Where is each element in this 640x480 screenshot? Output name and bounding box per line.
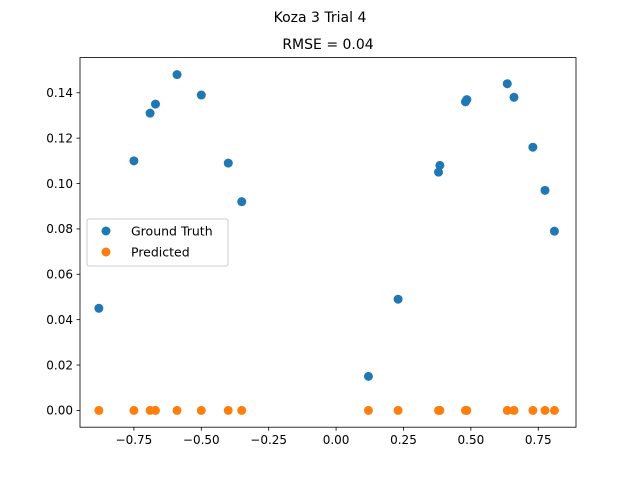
ground-truth-point xyxy=(540,185,550,195)
predicted-point xyxy=(237,405,247,415)
predicted-point xyxy=(129,405,139,415)
axis-ticks: −0.75 −0.50 −0.25 0.00 0.25 0.50 0.75 0.00 0.02 0… xyxy=(46,86,551,447)
legend-label-predicted: Predicted xyxy=(131,245,190,260)
legend-label-ground-truth: Ground Truth xyxy=(131,224,213,239)
ground-truth-point xyxy=(549,226,559,236)
x-tick-label: 0.25 xyxy=(390,433,417,447)
predicted-point xyxy=(172,405,182,415)
x-tick-label: −0.75 xyxy=(116,433,153,447)
data-points xyxy=(94,70,559,415)
ground-truth-point xyxy=(462,95,472,105)
x-tick-label: 0.50 xyxy=(458,433,485,447)
ground-truth-point xyxy=(502,79,512,89)
y-tick-label: 0.10 xyxy=(46,177,73,191)
y-tick-label: 0.00 xyxy=(46,404,73,418)
ground-truth-point xyxy=(393,294,403,304)
predicted-point xyxy=(435,405,445,415)
ground-truth-point xyxy=(145,108,155,118)
predicted-point xyxy=(94,405,104,415)
predicted-point xyxy=(196,405,206,415)
y-tick-label: 0.12 xyxy=(46,131,73,145)
y-tick-label: 0.02 xyxy=(46,358,73,372)
legend-marker-ground-truth xyxy=(101,226,111,236)
predicted-point xyxy=(528,405,538,415)
ground-truth-point xyxy=(172,70,182,80)
predicted-point xyxy=(509,405,519,415)
x-tick-label: −0.25 xyxy=(250,433,287,447)
x-tick-label: 0.00 xyxy=(323,433,350,447)
ground-truth-point xyxy=(363,371,373,381)
ground-truth-point xyxy=(94,303,104,313)
predicted-point xyxy=(462,405,472,415)
y-tick-label: 0.14 xyxy=(46,86,73,100)
axes-title: RMSE = 0.04 xyxy=(282,37,373,53)
x-tick-label: 0.75 xyxy=(525,433,552,447)
predicted-point xyxy=(223,405,233,415)
predicted-point xyxy=(393,405,403,415)
ground-truth-point xyxy=(196,90,206,100)
ground-truth-point xyxy=(150,99,160,109)
legend: Ground Truth Predicted xyxy=(86,218,229,267)
predicted-point xyxy=(549,405,559,415)
figure-suptitle: Koza 3 Trial 4 xyxy=(274,10,367,26)
ground-truth-point xyxy=(237,197,247,207)
predicted-point xyxy=(363,405,373,415)
ground-truth-point xyxy=(434,167,444,177)
ground-truth-point xyxy=(528,142,538,152)
y-tick-label: 0.06 xyxy=(46,268,73,282)
ground-truth-point xyxy=(509,92,519,102)
ground-truth-point xyxy=(223,158,233,168)
legend-marker-predicted xyxy=(101,247,111,257)
ground-truth-point xyxy=(435,160,445,170)
predicted-point xyxy=(150,405,160,415)
x-tick-label: −0.50 xyxy=(183,433,220,447)
predicted-point xyxy=(540,405,550,415)
plot-frame xyxy=(79,57,577,428)
predicted-point xyxy=(502,405,512,415)
y-tick-label: 0.08 xyxy=(46,222,73,236)
ground-truth-point xyxy=(129,156,139,166)
legend-box xyxy=(86,218,229,267)
y-tick-label: 0.04 xyxy=(46,313,73,327)
